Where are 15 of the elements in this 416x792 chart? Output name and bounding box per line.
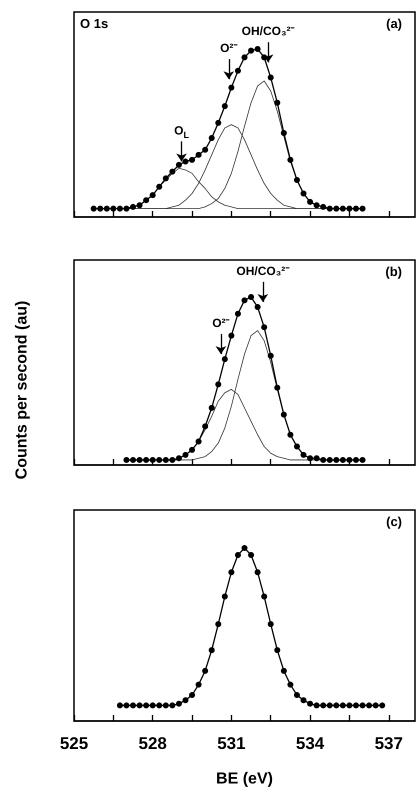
- annotation: O²⁻: [220, 41, 238, 56]
- x-tick-label: 525: [60, 734, 88, 753]
- y-axis-title: Counts per second (au): [14, 300, 30, 480]
- text: (a): [386, 16, 402, 31]
- x-tick-label: 537: [374, 734, 403, 753]
- annotation: O²⁻: [212, 316, 230, 330]
- x-tick-label: 531: [217, 734, 246, 753]
- x-axis-title: BE (eV): [216, 770, 273, 788]
- text: (b): [385, 264, 402, 279]
- x-tick-label: 534: [296, 734, 325, 753]
- text: (c): [386, 514, 402, 529]
- x-tick-label: 528: [138, 734, 167, 753]
- annotation: OH/CO₃²⁻: [236, 264, 290, 278]
- text: O 1s: [80, 16, 108, 31]
- annotation: OH/CO₃²⁻: [242, 24, 295, 38]
